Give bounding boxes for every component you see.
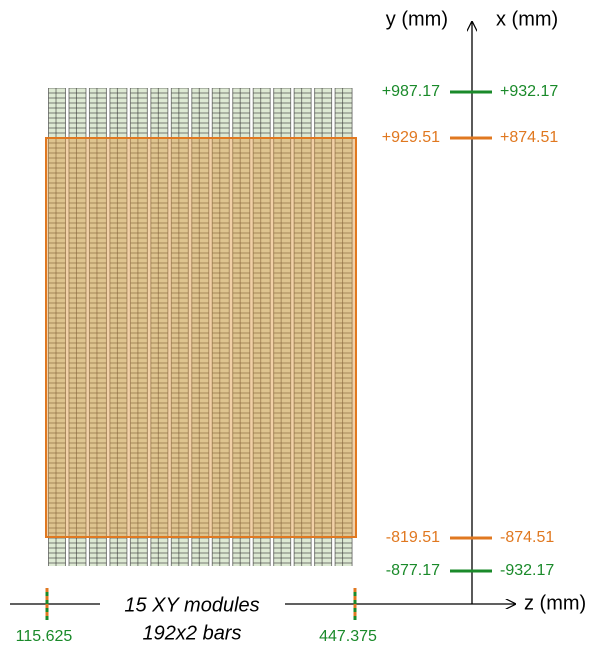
caption: 15 XY modules — [124, 594, 259, 616]
level-label: +987.17 — [382, 83, 440, 100]
axis-label: x (mm) — [496, 8, 558, 30]
level-label: -874.51 — [500, 529, 554, 546]
axis-label: z (mm) — [524, 592, 586, 614]
active-region — [45, 137, 357, 538]
level-label: +929.51 — [382, 129, 440, 146]
level-label: -819.51 — [386, 529, 440, 546]
level-label: +874.51 — [500, 129, 558, 146]
z-label: 447.375 — [319, 628, 377, 645]
modules — [48, 88, 355, 566]
level-label: -932.17 — [500, 562, 554, 579]
z-label: 115.625 — [16, 628, 73, 645]
level-label: -877.17 — [386, 562, 440, 579]
caption: 192x2 bars — [143, 622, 242, 644]
axis-label: y (mm) — [386, 8, 448, 30]
level-label: +932.17 — [500, 83, 558, 100]
